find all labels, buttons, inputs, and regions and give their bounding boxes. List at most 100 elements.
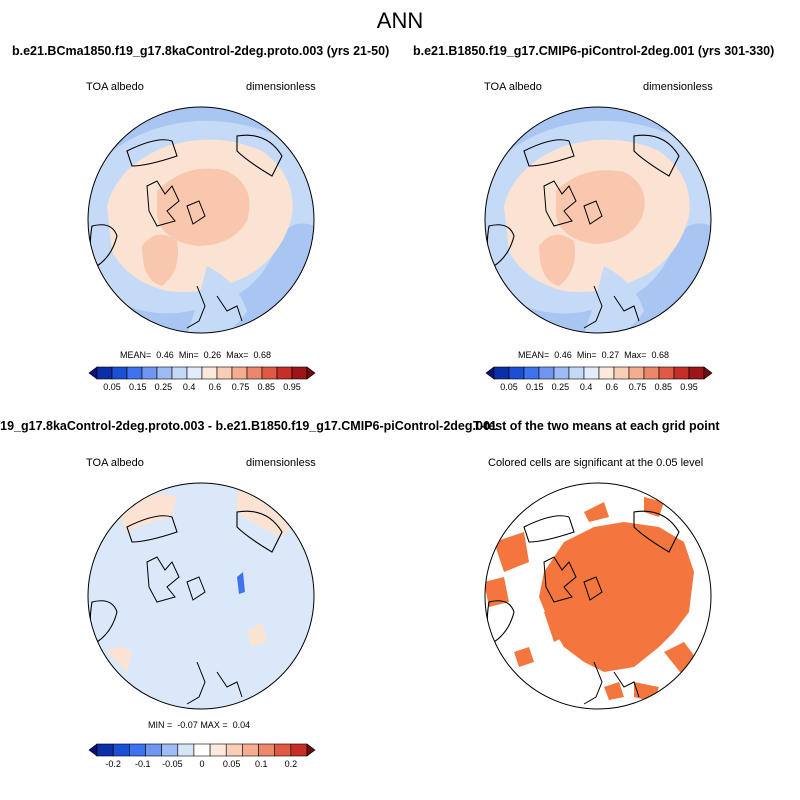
colorbar-box	[658, 366, 675, 380]
min-value: 0.27	[601, 350, 620, 360]
colorbar-tick-label: 0	[199, 759, 204, 769]
colorbar-box	[290, 743, 308, 757]
colorbar-tick-label: 0.1	[255, 759, 268, 769]
panel-3-variable-label: TOA albedo	[86, 457, 144, 469]
colorbar-tick-label: 0.15	[129, 382, 147, 392]
greenland-region	[142, 234, 178, 286]
colorbar-box	[274, 743, 292, 757]
coastline-detail	[543, 180, 640, 329]
panel-2-title: b.e21.B1850.f19_g17.CMIP6-piControl-2deg…	[413, 44, 775, 58]
mean-label: MEAN=	[120, 350, 152, 360]
max-value: 0.68	[253, 350, 271, 360]
panel-2-stats: MEAN= 0.46 Min= 0.27 Max= 0.68	[518, 350, 669, 360]
colorbar-tick-label: 0.4	[580, 382, 593, 392]
colorbar-tick-label: -0.05	[162, 759, 183, 769]
colorbar-box	[508, 366, 525, 380]
panel-4-title: T-test of the two means at each grid poi…	[473, 419, 720, 433]
panel-1-title: b.e21.BCma1850.f19_g17.8kaControl-2deg.p…	[12, 44, 390, 58]
europe-region	[187, 266, 247, 333]
colorbar-box	[193, 743, 211, 757]
panel-4-polar-map	[484, 482, 712, 710]
min-label: Min=	[178, 350, 199, 360]
colorbar-box	[523, 366, 540, 380]
colorbar-box	[628, 366, 645, 380]
colorbar-box	[688, 366, 705, 380]
colorbar-box	[246, 366, 263, 380]
map-border	[87, 106, 315, 334]
colorbar-box	[145, 743, 162, 757]
colorbar-min-arrow	[88, 366, 98, 380]
panel-3-stats: MIN = -0.07 MAX = 0.04	[148, 720, 250, 730]
panel-2-polar-map	[484, 106, 712, 334]
colorbar-box	[129, 743, 146, 757]
colorbar-box	[96, 743, 114, 757]
max-value: 0.04	[232, 720, 251, 730]
colorbar-max-arrow	[306, 366, 316, 380]
colorbar-box	[553, 366, 570, 380]
colorbar-box	[276, 366, 293, 380]
colorbar-box	[177, 743, 195, 757]
colorbar-tick-label: 0.05	[500, 382, 518, 392]
mean-label: MEAN=	[518, 350, 550, 360]
europe-region	[584, 266, 644, 333]
map-border	[484, 106, 712, 334]
significant-cells	[539, 522, 694, 672]
colorbar-box	[583, 366, 600, 380]
colorbar-box	[643, 366, 660, 380]
colorbar-tick-label: 0.25	[552, 382, 570, 392]
coastline-detail	[543, 556, 640, 705]
panel-1-variable-label: TOA albedo	[86, 81, 144, 93]
panel-1-polar-map	[87, 106, 315, 334]
panel-2-colorbar: 0.05 0.15 0.25 0.4 0.6 0.75 0.85 0.95	[485, 366, 713, 392]
colorbar-box	[225, 743, 243, 757]
colorbar-box	[161, 743, 179, 757]
panel-2-units-label: dimensionless	[643, 81, 713, 93]
panel-2-variable-label: TOA albedo	[484, 81, 542, 93]
colorbar-max-arrow	[306, 743, 316, 757]
panel-3-title: f19_g17.8kaControl-2deg.proto.003 - b.e2…	[0, 419, 497, 433]
salmon-central-region	[157, 168, 250, 246]
colorbar-tick-label: 0.15	[526, 382, 544, 392]
colorbar-box	[598, 366, 615, 380]
colorbar-box	[156, 366, 173, 380]
coastline-detail	[146, 180, 243, 329]
colorbar-tick-label: 0.6	[209, 382, 222, 392]
greenland-region	[539, 234, 575, 286]
coastline-detail	[146, 556, 243, 705]
colorbar-box	[242, 743, 259, 757]
max-label: Max=	[226, 350, 249, 360]
colorbar-box	[201, 366, 218, 380]
colorbar-box	[673, 366, 690, 380]
mean-value: 0.46	[554, 350, 572, 360]
colorbar-box	[126, 366, 143, 380]
colorbar-tick-label: 0.95	[283, 382, 301, 392]
colorbar-box	[291, 366, 308, 380]
colorbar-min-arrow	[485, 366, 495, 380]
colorbar-tick-label: 0.75	[629, 382, 647, 392]
panel-1-units-label: dimensionless	[246, 81, 316, 93]
colorbar-box	[261, 366, 278, 380]
colorbar-box	[613, 366, 630, 380]
colorbar-box	[538, 366, 555, 380]
min-value: 0.26	[203, 350, 222, 360]
max-label: MAX =	[200, 720, 228, 730]
figure-title: ANN	[376, 8, 424, 33]
colorbar-tick-label: 0.25	[155, 382, 173, 392]
colorbar-box	[96, 366, 113, 380]
colorbar-box	[171, 366, 188, 380]
colorbar-box	[216, 366, 233, 380]
min-label: MIN =	[148, 720, 173, 730]
panel-1-stats: MEAN= 0.46 Min= 0.26 Max= 0.68	[120, 350, 271, 360]
salmon-central-region	[556, 170, 645, 244]
max-value: 0.68	[651, 350, 669, 360]
colorbar-tick-label: 0.75	[232, 382, 250, 392]
mean-value: 0.46	[156, 350, 174, 360]
colorbar-box	[141, 366, 158, 380]
colorbar-box	[111, 366, 128, 380]
colorbar-tick-label: 0.6	[606, 382, 619, 392]
colorbar-tick-label: 0.95	[680, 382, 698, 392]
colorbar-box	[568, 366, 585, 380]
panel-1-colorbar: 0.05 0.15 0.25 0.4 0.6 0.75 0.85 0.95	[88, 366, 316, 392]
colorbar-min-arrow	[88, 743, 98, 757]
panel-3-units-label: dimensionless	[246, 457, 316, 469]
